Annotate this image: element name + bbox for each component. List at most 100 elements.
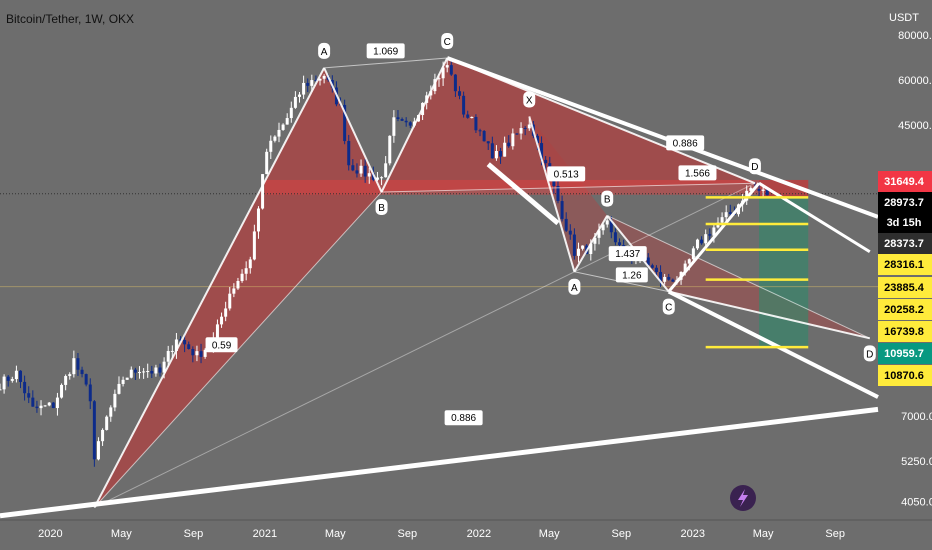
- candle-body: [445, 65, 449, 68]
- candle-body: [724, 212, 728, 218]
- candle-body: [470, 116, 474, 118]
- candle-body: [367, 173, 371, 177]
- candle-body: [0, 389, 2, 391]
- candle-body: [322, 75, 326, 79]
- candle-body: [663, 276, 667, 282]
- x-tick-label: May: [111, 528, 132, 540]
- candle-body: [117, 383, 121, 394]
- candle-body: [105, 416, 109, 430]
- candle-body: [289, 107, 293, 119]
- candle-body: [64, 376, 68, 385]
- candle-body: [277, 129, 281, 137]
- pattern2-point-b-bg: [601, 190, 614, 207]
- x-tick-label: 2022: [467, 528, 491, 540]
- candle-body: [728, 212, 732, 215]
- chart-symbol-title: Bitcoin/Tether, 1W, OKX: [6, 12, 135, 26]
- y-tick-label: 7000.0: [901, 411, 932, 423]
- wedge-upper-extension: [758, 181, 871, 254]
- candle-body: [183, 340, 187, 345]
- candle-body: [441, 67, 445, 79]
- price-label: 3d 15h: [887, 217, 922, 229]
- pattern1-leg: [93, 67, 326, 508]
- candle-body: [523, 128, 527, 130]
- pattern2-leg: [573, 215, 609, 273]
- candle-body: [35, 406, 39, 409]
- candle-body: [191, 348, 195, 356]
- candle-body: [109, 407, 113, 417]
- candle-body: [404, 120, 408, 123]
- ratio-label-ac: 1.069: [373, 46, 398, 57]
- price-label-bg: [878, 299, 932, 320]
- ratio-label-xb-bg: [205, 337, 238, 353]
- lightning-icon-glyph: [738, 489, 748, 507]
- x-tick-label: Sep: [398, 528, 418, 540]
- candle-body: [23, 381, 27, 394]
- ratio-label-pattern2-bd: 1.26: [622, 270, 642, 281]
- pattern1-ac-line: [324, 57, 448, 69]
- candle-body: [515, 133, 519, 135]
- price-currency-label: USDT: [889, 12, 919, 24]
- price-label: 31649.4: [884, 176, 925, 188]
- x-tick-label: 2023: [681, 528, 705, 540]
- candle-body: [384, 163, 388, 178]
- candle-body: [310, 80, 314, 86]
- x-tick-label: Sep: [611, 528, 631, 540]
- ratio-label-pattern2-bc: 1.566: [685, 168, 710, 179]
- candle-body: [576, 248, 580, 256]
- candle-body: [84, 374, 88, 385]
- ratio-label-pattern2-ac-bg: [608, 246, 647, 262]
- candle-body: [400, 118, 404, 121]
- price-label-bg: [878, 277, 932, 298]
- candle-body: [224, 308, 228, 317]
- pattern2-point-c-bg: [662, 298, 675, 315]
- candle-body: [765, 189, 769, 196]
- candle-body: [453, 74, 457, 92]
- candle-body: [133, 369, 137, 373]
- candle-body: [166, 351, 170, 362]
- candle-body: [597, 230, 601, 238]
- candle-body: [146, 371, 150, 373]
- candle-body: [761, 189, 765, 191]
- candle-body: [14, 370, 18, 380]
- price-label: 23885.4: [884, 282, 925, 294]
- rising-wedge-lower: [667, 182, 761, 293]
- pattern2-point-d: D: [866, 349, 873, 360]
- candle-body: [314, 80, 318, 82]
- pattern2-bd-line: [607, 215, 871, 339]
- pattern1-bcd-fill: [381, 58, 755, 193]
- ratio-label-pattern2-xd-bg: [666, 135, 705, 151]
- candle-body: [121, 379, 125, 384]
- price-label-bg: [878, 192, 932, 213]
- candle-body: [273, 136, 277, 141]
- candle-body: [560, 201, 564, 219]
- candle-body: [659, 271, 663, 282]
- pattern2-leg: [668, 290, 871, 340]
- candle-body: [527, 124, 531, 129]
- candle-body: [236, 280, 240, 289]
- candle-body: [667, 276, 671, 280]
- candle-body: [187, 344, 191, 349]
- candle-body: [605, 220, 609, 225]
- candle-body: [252, 231, 256, 260]
- pattern2-point-x-bg: [523, 91, 536, 108]
- price-label-bg: [878, 212, 932, 233]
- pattern1-point-a: A: [321, 47, 328, 58]
- candle-body: [613, 232, 617, 243]
- candle-body: [285, 118, 289, 125]
- candle-body: [269, 140, 273, 152]
- candle-body: [261, 174, 265, 209]
- candle-body: [265, 151, 269, 175]
- price-label: 28973.7: [884, 197, 924, 209]
- candle-body: [302, 82, 306, 95]
- candle-body: [375, 177, 379, 180]
- candle-body: [137, 372, 141, 374]
- pattern1-point-b-bg: [375, 199, 388, 216]
- candle-body: [568, 230, 572, 235]
- candle-body: [19, 370, 23, 382]
- x-tick-label: Sep: [184, 528, 204, 540]
- candle-body: [158, 367, 162, 373]
- candle-body: [499, 150, 503, 157]
- candle-body: [39, 405, 43, 409]
